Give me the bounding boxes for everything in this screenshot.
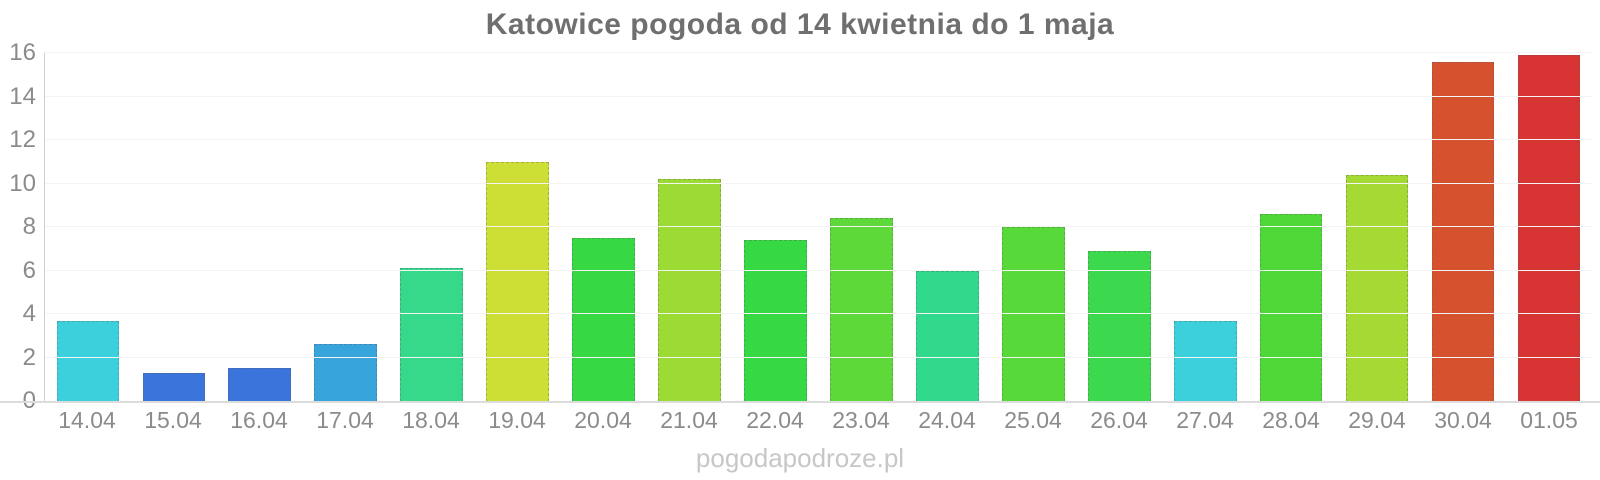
bar-slot-30.04: [1420, 53, 1506, 401]
x-tick-label-26.04: 26.04: [1090, 407, 1148, 433]
bar-slot-24.04: [904, 53, 990, 401]
bar-slot-20.04: [561, 53, 647, 401]
bar-slot-22.04: [733, 53, 819, 401]
bar-slot-17.04: [303, 53, 389, 401]
bar-series: [45, 53, 1592, 401]
x-tick-label-25.04: 25.04: [1004, 407, 1062, 433]
x-tick-label-01.05: 01.05: [1520, 407, 1578, 433]
bar-slot-29.04: [1334, 53, 1420, 401]
x-tick-label-23.04: 23.04: [832, 407, 890, 433]
gridline-y-16: [45, 52, 1592, 53]
x-tick-label-15.04: 15.04: [144, 407, 202, 433]
bar-slot-14.04: [45, 53, 131, 401]
y-tick-label-2: 2: [22, 343, 36, 371]
bar-19.04[interactable]: [486, 161, 550, 401]
bar-24.04[interactable]: [915, 270, 979, 401]
plot-area: [44, 52, 1592, 401]
bar-21.04[interactable]: [658, 179, 721, 401]
watermark-text: pogodapodroze.pl: [695, 443, 905, 473]
bar-18.04[interactable]: [400, 268, 464, 401]
x-tick-label-22.04: 22.04: [746, 407, 804, 433]
x-tick-label-21.04: 21.04: [660, 407, 718, 433]
chart-title: Katowice pogoda od 14 kwietnia do 1 maja: [485, 8, 1115, 41]
bar-28.04[interactable]: [1259, 213, 1323, 401]
y-tick-label-12: 12: [9, 126, 36, 153]
y-tick-label-0: 0: [23, 387, 36, 415]
y-tick-label-16: 16: [9, 39, 36, 66]
bar-30.04[interactable]: [1431, 61, 1495, 401]
gridline-y-2: [45, 356, 1592, 358]
bar-slot-01.05: [1506, 53, 1592, 401]
bar-23.04[interactable]: [830, 218, 893, 401]
gridline-y-6: [45, 269, 1592, 271]
x-tick-label-19.04: 19.04: [488, 407, 546, 433]
bar-27.04[interactable]: [1173, 320, 1237, 401]
bar-slot-19.04: [475, 53, 561, 401]
bar-slot-26.04: [1076, 53, 1162, 401]
x-tick-label-24.04: 24.04: [918, 407, 976, 433]
x-tick-label-17.04: 17.04: [316, 407, 374, 433]
x-tick-label-14.04: 14.04: [58, 407, 116, 433]
bar-slot-25.04: [990, 53, 1076, 401]
bar-15.04[interactable]: [142, 372, 206, 401]
gridline-y-10: [45, 182, 1592, 184]
gridline-y-4: [45, 313, 1592, 314]
bar-slot-27.04: [1162, 53, 1248, 401]
x-axis-line: [0, 401, 1600, 403]
bar-22.04[interactable]: [744, 240, 807, 401]
y-tick-label-4: 4: [22, 300, 36, 327]
x-axis-labels: 14.04 15.04 16.04 17.04 18.04 19.04 20.04 21.04…: [44, 407, 1592, 434]
y-tick-label-6: 6: [22, 256, 36, 284]
bar-16.04[interactable]: [228, 368, 292, 401]
bar-01.05[interactable]: [1517, 55, 1581, 401]
bar-17.04[interactable]: [314, 344, 378, 401]
x-tick-label-29.04: 29.04: [1348, 407, 1406, 433]
y-tick-label-10: 10: [9, 169, 36, 197]
x-tick-label-27.04: 27.04: [1176, 407, 1234, 433]
bar-slot-18.04: [389, 53, 475, 401]
bar-26.04[interactable]: [1087, 250, 1151, 401]
bar-14.04[interactable]: [56, 320, 120, 401]
x-tick-label-16.04: 16.04: [230, 407, 288, 433]
gridline-y-8: [45, 226, 1592, 227]
y-tick-label-8: 8: [22, 213, 36, 240]
bar-slot-21.04: [647, 53, 733, 401]
y-tick-label-14: 14: [9, 82, 36, 110]
bar-29.04[interactable]: [1345, 174, 1409, 401]
bar-slot-16.04: [217, 53, 303, 401]
x-tick-label-18.04: 18.04: [402, 407, 460, 433]
bar-20.04[interactable]: [572, 237, 635, 401]
bar-25.04[interactable]: [1001, 227, 1065, 401]
gridline-y-14: [45, 95, 1592, 97]
x-tick-label-20.04: 20.04: [574, 407, 632, 433]
x-tick-label-28.04: 28.04: [1262, 407, 1320, 433]
gridline-y-12: [45, 139, 1592, 140]
y-axis-labels: 0 2 4 6 8 10 12 14 16: [0, 39, 36, 414]
bar-slot-23.04: [818, 53, 904, 401]
x-tick-label-30.04: 30.04: [1434, 407, 1492, 433]
bar-slot-28.04: [1248, 53, 1334, 401]
bar-slot-15.04: [131, 53, 217, 401]
